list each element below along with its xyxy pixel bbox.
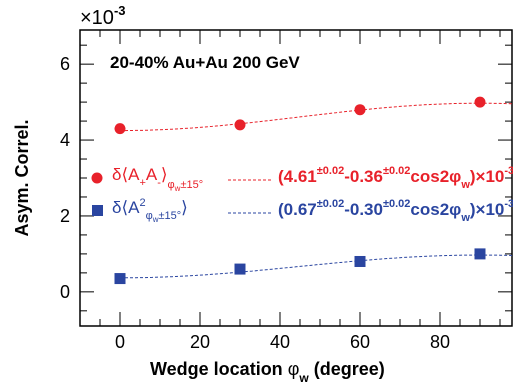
data-point-series-1 [114,123,126,135]
fit-formula-piece: w [460,212,470,224]
data-point-series-2 [114,273,126,285]
legend-label-series-1: δ⟨A+A-⟩φw±15° [112,165,203,193]
x-tick-label: 0 [115,332,125,352]
chart-title: 20-40% Au+Au 200 GeV [110,53,300,72]
x-axis-label-unit: (degree) [314,359,385,379]
fit-formula-piece: cos2φ [410,167,461,186]
fit-formula-piece: (4.61 [278,167,317,186]
x-axis-label: Wedge location φw (degree) [150,359,385,385]
x-axis-label-text: Wedge location [150,359,283,379]
fit-formula-piece: ±0.02 [383,198,410,210]
fits-layer [120,102,513,279]
legend: δ⟨A+A-⟩φw±15° δ⟨A2φw±15°⟩ (4.61±0.02-0.3… [91,165,513,224]
fit-formula-piece: ±0.02 [383,165,410,177]
fit-formula-piece: -0.30 [344,200,383,219]
points-layer [114,96,486,285]
y-tick-label: 4 [60,130,70,150]
ticks-layer: 0 20 40 60 80 0 2 4 6 [60,30,512,352]
fit-formula-piece: (0.67 [278,200,317,219]
fit-formula-piece: -3 [504,198,513,210]
fit-curve-series-1 [120,102,513,132]
x-tick-label: 40 [270,332,290,352]
x-tick-label: 80 [430,332,450,352]
fit-formula-series-2: (0.67±0.02-0.30±0.02cos2φw)×10-3 [278,198,513,224]
fit-formula-piece: )×10 [470,167,505,186]
data-point-series-1 [354,104,366,116]
legend-label-series-2: δ⟨A2φw±15°⟩ [112,197,188,224]
fit-formula-series-1: (4.61±0.02-0.36±0.02cos2φw)×10-3 [278,165,513,191]
legend-marker-series-1 [91,172,103,184]
fit-curve-series-2 [120,254,513,279]
y-tick-label: 6 [60,54,70,74]
fit-formula-piece: -0.36 [344,167,383,186]
fit-formula-piece: )×10 [470,200,505,219]
fit-formula-piece: ±0.02 [317,198,344,210]
data-point-series-2 [474,248,486,260]
data-point-series-1 [234,119,246,131]
fit-formula-piece: ±0.02 [317,165,344,177]
data-point-series-1 [474,96,486,108]
data-point-series-2 [234,263,246,275]
y-tick-label: 0 [60,282,70,302]
fit-formula-piece: -3 [504,165,513,177]
fit-formula-piece: cos2φ [410,200,461,219]
legend-marker-series-2 [92,205,103,216]
y-tick-label: 2 [60,206,70,226]
y-multiplier: ×10-3 [80,3,126,29]
x-tick-label: 60 [350,332,370,352]
x-tick-label: 20 [190,332,210,352]
x-axis-label-sub: w [298,371,309,385]
y-axis-label: Asym. Correl. [12,119,32,236]
fit-formula-piece: w [460,179,470,191]
y-multiplier-exp: -3 [114,3,126,18]
data-point-series-2 [354,255,366,267]
